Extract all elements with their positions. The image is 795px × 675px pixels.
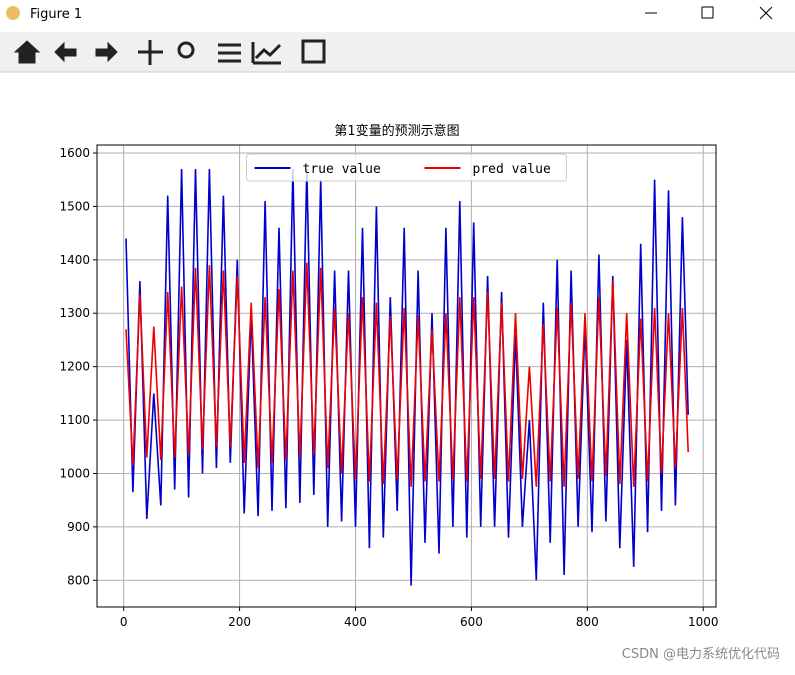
- y-tick-label: 1200: [59, 360, 90, 374]
- chart-title: 第1变量的预测示意图: [334, 123, 459, 139]
- y-tick-label: 1300: [59, 306, 90, 320]
- app-icon: [6, 6, 20, 20]
- watermark: CSDN @电力系统优化代码: [622, 647, 780, 662]
- close[interactable]: [759, 6, 773, 20]
- x-tick-label: 200: [228, 615, 251, 629]
- legend-label: pred value: [473, 162, 551, 177]
- y-tick-label: 1000: [59, 466, 90, 480]
- x-tick-label: 600: [460, 615, 483, 629]
- pan-button[interactable]: [138, 40, 163, 65]
- x-tick-label: 800: [576, 615, 599, 629]
- maximize[interactable]: [701, 6, 714, 19]
- back-button[interactable]: [54, 41, 77, 63]
- plot: 0 200 400 600 800 1000 800 900 1000 1100 1200 1300 1…: [59, 144, 719, 629]
- x-tick-label: 0: [120, 615, 128, 629]
- configure-button[interactable]: [218, 43, 241, 63]
- legend-label: true value: [303, 162, 381, 177]
- forward-button[interactable]: [95, 41, 118, 63]
- y-tick-label: 1100: [59, 413, 90, 427]
- save-button[interactable]: [301, 39, 326, 64]
- toolbar: [0, 32, 795, 72]
- x-tick-label: 1000: [688, 615, 719, 629]
- y-tick-label: 1500: [59, 199, 90, 213]
- axes-button[interactable]: [251, 42, 282, 65]
- y-tick-label: 1600: [59, 146, 90, 160]
- title-bar: [0, 0, 795, 26]
- window-title: Figure 1: [30, 7, 82, 22]
- x-tick-label: 400: [344, 615, 367, 629]
- series-line: [125, 262, 689, 487]
- y-tick-label: 800: [67, 573, 90, 587]
- zoom-button[interactable]: [177, 41, 195, 59]
- y-tick-label: 1400: [59, 253, 90, 267]
- home-button[interactable]: [13, 40, 41, 64]
- plot-frame: [96, 144, 717, 608]
- y-tick-label: 900: [67, 520, 90, 534]
- legend: [246, 153, 567, 182]
